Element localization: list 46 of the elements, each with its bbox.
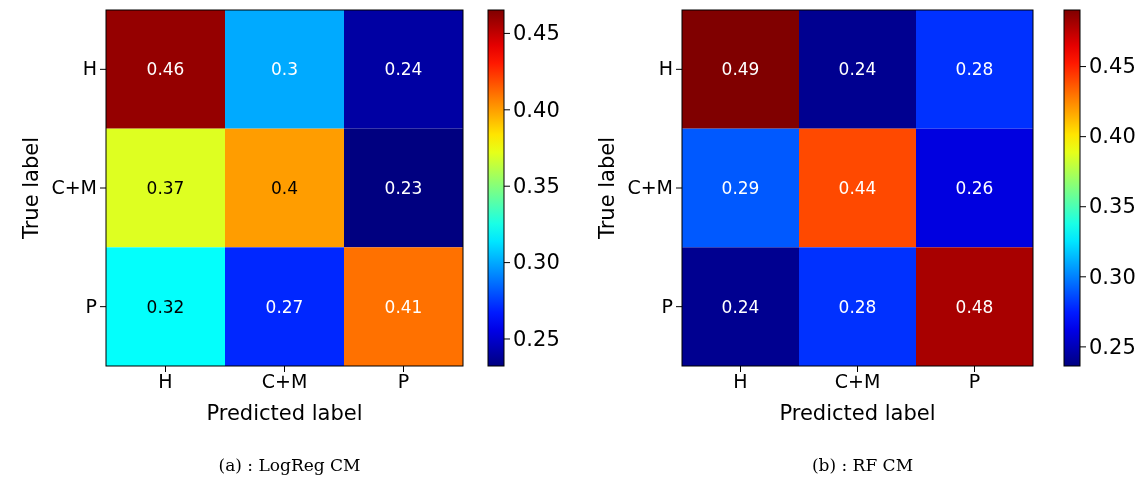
data-label: 0.29	[721, 177, 760, 198]
y-axis-title: True label	[19, 136, 43, 241]
data-label: 0.28	[838, 296, 877, 317]
x-axis-title: Predicted label	[779, 401, 936, 425]
data-label: 0.24	[721, 296, 760, 317]
x-tick-label: H	[158, 370, 173, 393]
data-label: 0.48	[955, 296, 994, 317]
color-bar-label: 0.40	[1089, 124, 1136, 149]
y-axis-title: True label	[595, 136, 619, 241]
data-label: 0.27	[265, 296, 304, 317]
data-label: 0.44	[838, 177, 877, 198]
color-bar-label: 0.25	[513, 326, 560, 351]
text: (a) : LogReg CM	[218, 455, 361, 475]
color-bar-label: 0.25	[1089, 334, 1136, 359]
data-label: 0.32	[146, 296, 185, 317]
data-label: 0.26	[955, 177, 994, 198]
y-tick-label: H	[658, 57, 673, 80]
data-label: 0.41	[384, 296, 423, 317]
text: (b) : RF CM	[811, 455, 914, 475]
y-tick-label: P	[85, 294, 97, 317]
x-tick-label: C+M	[834, 370, 881, 393]
color-bar-label: 0.45	[1089, 54, 1136, 79]
x-tick-label: C+M	[261, 370, 308, 393]
color-bar-label: 0.45	[513, 21, 560, 46]
data-label: 0.4	[270, 177, 299, 198]
color-bar-label: 0.35	[513, 173, 560, 198]
y-tick-label: P	[661, 294, 673, 317]
x-tick-label: P	[968, 370, 981, 393]
color-bar-label: 0.30	[1089, 264, 1136, 289]
data-label: 0.3	[270, 59, 299, 80]
x-tick-label: H	[733, 370, 748, 393]
color-bar-label: 0.30	[513, 250, 560, 275]
y-tick-label: C+M	[51, 176, 97, 199]
y-tick-label: H	[82, 57, 97, 80]
y-tick-label: C+M	[627, 176, 673, 199]
data-label: 0.24	[384, 59, 423, 80]
x-axis-title: Predicted label	[206, 401, 363, 425]
data-label: 0.24	[838, 59, 877, 80]
x-tick-label: P	[397, 370, 410, 393]
data-label: 0.49	[721, 59, 760, 80]
data-label: 0.46	[146, 59, 185, 80]
color-bar-label: 0.35	[1089, 194, 1136, 219]
data-label: 0.28	[955, 59, 994, 80]
data-label: 0.23	[384, 177, 423, 198]
color-bar-label: 0.40	[513, 97, 560, 122]
data-label: 0.37	[146, 177, 185, 198]
